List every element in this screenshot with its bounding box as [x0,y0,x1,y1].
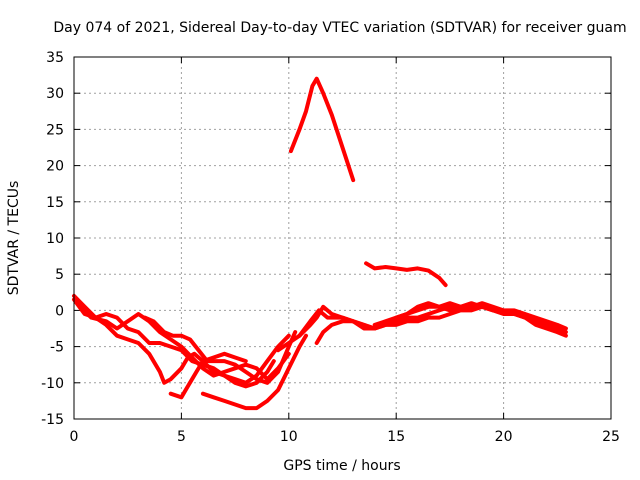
y-tick-label: 5 [55,267,64,283]
series-layer [72,76,568,411]
y-tick-label: 20 [46,159,64,175]
series-line-track-4 [142,315,298,385]
series-line-track-10 [372,301,568,331]
tick-labels: 0 5 10 15 20 25 -15 -10 -5 0 5 10 15 20 25 30 35 [41,50,620,445]
series-line-track-3 [78,304,291,382]
x-tick-label: 0 [70,429,79,445]
plot-frame [73,56,612,420]
y-tick-label: 0 [55,303,64,319]
y-tick-label: -15 [41,412,64,428]
series-line-track-2 [72,297,276,389]
series-line-track-9 [314,304,568,345]
y-tick-label: 10 [46,231,64,247]
series-line-track-1 [72,293,291,385]
x-tick-label: 25 [602,429,620,445]
y-tick-label: -5 [50,340,64,356]
series-line-track-6 [200,333,308,411]
y-tick-label: -10 [41,376,64,392]
chart-title: Day 074 of 2021, Sidereal Day-to-day VTE… [53,20,626,36]
grid [74,57,611,419]
series-line-track-12 [364,261,448,288]
series-line-track-5 [168,351,248,400]
x-tick-label: 20 [495,429,513,445]
x-tick-label: 5 [177,429,186,445]
x-tick-label: 15 [387,429,405,445]
y-tick-label: 30 [46,86,64,102]
y-tick-label: 15 [46,195,64,211]
y-tick-label: 35 [46,50,64,66]
x-tick-label: 10 [280,429,298,445]
y-axis-label: SDTVAR / TECUs [6,181,22,296]
y-tick-label: 25 [46,122,64,138]
series-line-track-11 [288,76,356,183]
x-axis-label: GPS time / hours [283,458,400,474]
